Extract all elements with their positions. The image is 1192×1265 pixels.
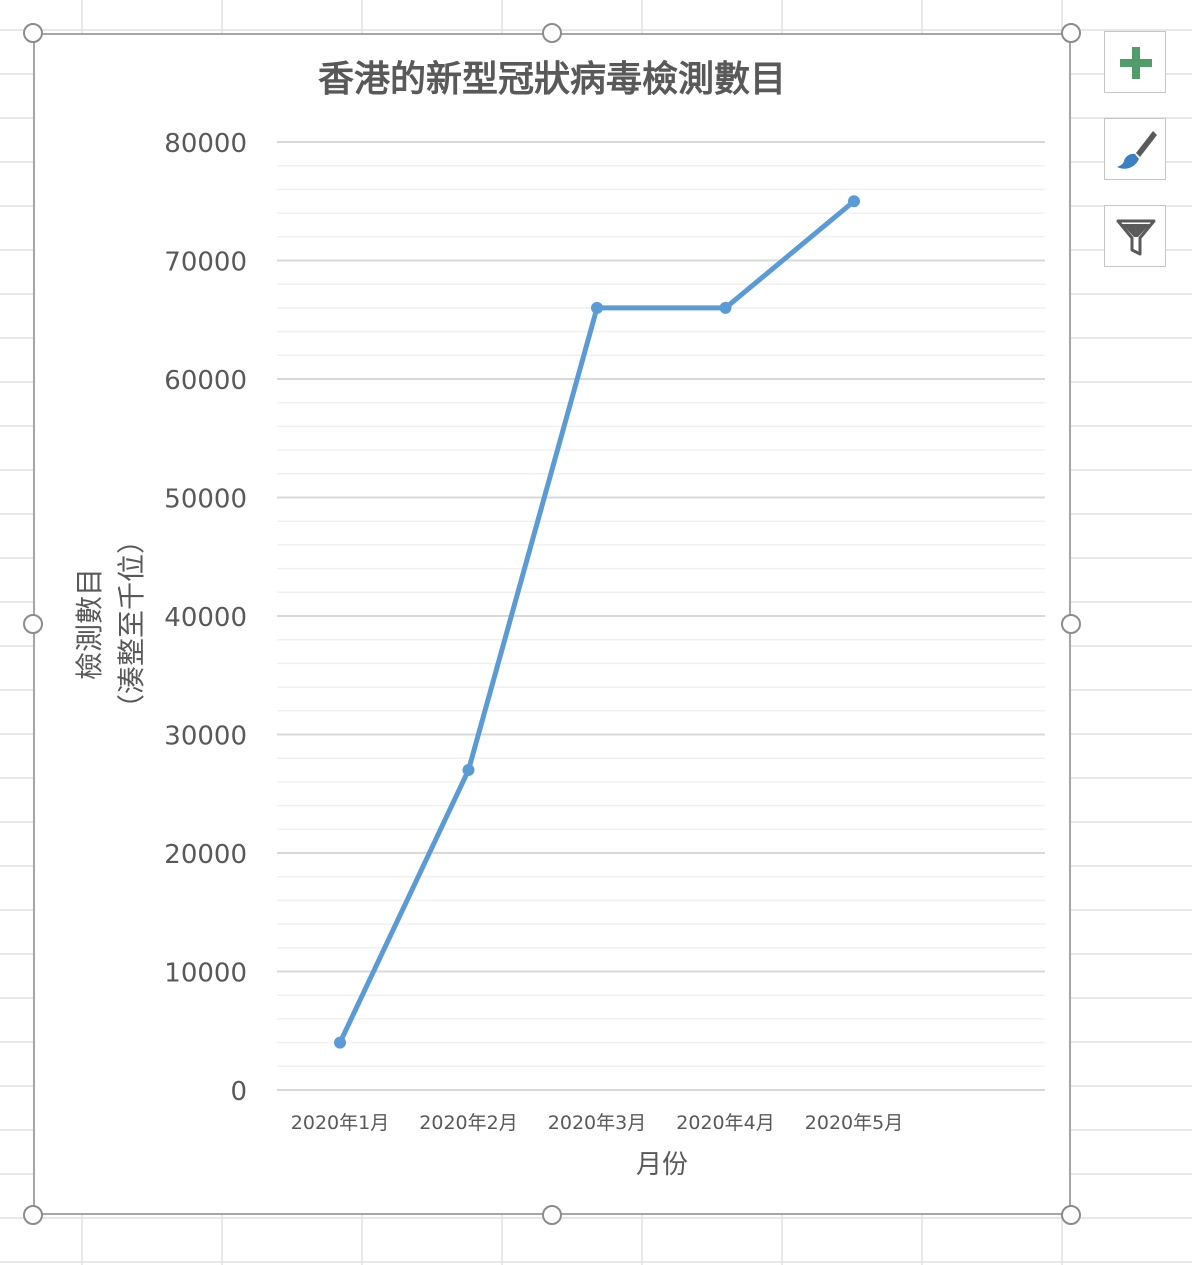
y-axis-tick-labels: 0 10000 20000 30000 40000 50000 60000 70000 8000… — [164, 129, 247, 1107]
y-tick-label: 60000 — [164, 366, 247, 396]
line-chart: 0 10000 20000 30000 40000 50000 60000 70000 8000… — [73, 58, 1045, 1180]
x-axis-title: 月份 — [636, 1150, 688, 1180]
chart-area[interactable]: 0 10000 20000 30000 40000 50000 60000 70000 8000… — [33, 33, 1071, 1215]
resize-handle-middle-left[interactable] — [23, 614, 43, 634]
y-tick-label: 50000 — [164, 485, 247, 515]
data-point[interactable] — [848, 195, 860, 208]
major-gridlines — [277, 141, 1045, 1091]
x-tick-label: 2020年3月 — [548, 1112, 646, 1134]
series-layer — [334, 195, 860, 1049]
y-axis-title-line-2: （湊整至千位） — [115, 526, 148, 722]
resize-handle-bottom-right[interactable] — [1061, 1205, 1081, 1225]
y-tick-label: 0 — [230, 1077, 247, 1107]
y-tick-label: 10000 — [164, 959, 247, 989]
data-point[interactable] — [719, 301, 732, 314]
resize-handle-bottom-left[interactable] — [23, 1205, 43, 1225]
chart-filters-button[interactable] — [1104, 205, 1166, 267]
chart-title: 香港的新型冠狀病毒檢測數目 — [318, 58, 786, 100]
paintbrush-icon — [1117, 131, 1157, 169]
chart-styles-button[interactable] — [1104, 118, 1166, 180]
y-tick-label: 80000 — [164, 129, 247, 159]
y-axis-title: 檢測數目 （湊整至千位） — [73, 526, 148, 722]
minor-gridlines — [277, 164, 1045, 1068]
y-tick-label: 30000 — [164, 722, 247, 752]
data-point[interactable] — [462, 764, 475, 777]
resize-handle-top-right[interactable] — [1061, 23, 1081, 43]
x-tick-label: 2020年2月 — [419, 1112, 517, 1134]
data-point[interactable] — [334, 1036, 346, 1049]
resize-handle-top-middle[interactable] — [542, 23, 562, 43]
plus-icon — [1120, 47, 1152, 79]
x-tick-label: 2020年4月 — [676, 1112, 774, 1134]
resize-handle-top-left[interactable] — [23, 23, 43, 43]
x-axis-tick-labels: 2020年1月 2020年2月 2020年3月 2020年4月 2020年5月 — [291, 1112, 903, 1134]
x-tick-label: 2020年1月 — [291, 1112, 389, 1134]
y-tick-label: 20000 — [164, 840, 247, 870]
y-axis-title-line-1: 檢測數目 — [73, 568, 106, 680]
chart-elements-button[interactable] — [1104, 31, 1166, 93]
y-tick-label: 70000 — [164, 248, 247, 278]
resize-handle-bottom-middle[interactable] — [542, 1205, 562, 1225]
series-line[interactable] — [337, 198, 857, 1046]
data-point[interactable] — [591, 301, 603, 314]
y-tick-label: 40000 — [164, 603, 247, 633]
resize-handle-middle-right[interactable] — [1061, 614, 1081, 634]
x-tick-label: 2020年5月 — [805, 1112, 903, 1134]
funnel-icon — [1116, 219, 1156, 256]
